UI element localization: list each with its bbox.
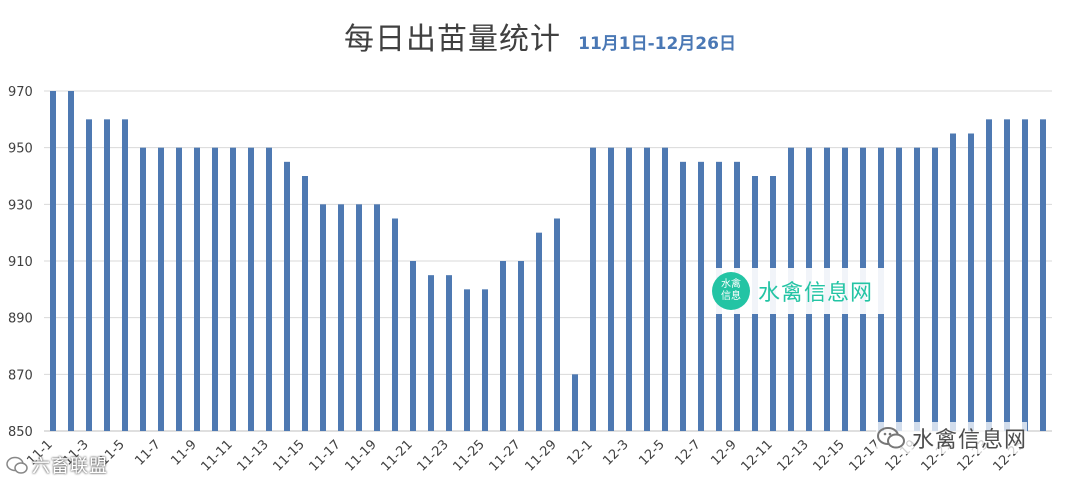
y-tick-label: 870 [8, 368, 33, 383]
bar [194, 147, 200, 431]
x-tick-label: 12-9 [708, 437, 739, 468]
bar [68, 91, 74, 431]
bar [86, 119, 92, 431]
bar [572, 374, 578, 431]
watermark-logo: 水禽信息 [712, 272, 750, 310]
bar [302, 176, 308, 431]
x-tick-label: 11-17 [307, 437, 344, 474]
bar [968, 133, 974, 431]
bar [230, 147, 236, 431]
bar [626, 147, 632, 431]
bar [554, 218, 560, 431]
x-tick-label: 11-13 [235, 437, 272, 474]
x-tick-label: 11-21 [379, 437, 416, 474]
center-watermark: 水禽信息 水禽信息网 [708, 268, 886, 314]
title-row: 每日出苗量统计 11月1日-12月26日 [0, 14, 1080, 58]
x-tick-label: 11-25 [451, 437, 488, 474]
bar [212, 147, 218, 431]
bar [500, 261, 506, 431]
watermark-text: 水禽信息网 [758, 281, 874, 306]
bar [986, 119, 992, 431]
bar [320, 204, 326, 431]
bar [248, 147, 254, 431]
chart-subtitle: 11月1日-12月26日 [578, 34, 736, 54]
bar [536, 232, 542, 431]
bar [266, 147, 272, 431]
bottom-right-watermark: 水禽信息网 [876, 422, 1028, 454]
x-tick-label: 12-5 [636, 437, 667, 468]
bar [896, 147, 902, 431]
x-tick-label: 11-19 [343, 437, 380, 474]
x-tick-label: 11-7 [132, 437, 163, 468]
x-tick-label: 11-15 [271, 437, 308, 474]
y-tick-label: 890 [8, 312, 33, 327]
bar [1040, 119, 1046, 431]
y-tick-label: 910 [8, 255, 33, 270]
bar [50, 91, 56, 431]
bar [140, 147, 146, 431]
bar [392, 218, 398, 431]
bar [374, 204, 380, 431]
bar [662, 147, 668, 431]
bar [446, 275, 452, 431]
y-tick-label: 970 [8, 85, 33, 100]
bar [590, 147, 596, 431]
bar [284, 161, 290, 432]
bar [338, 204, 344, 431]
bar [932, 147, 938, 431]
bar [644, 147, 650, 431]
bar [914, 147, 920, 431]
x-tick-label: 11-23 [415, 437, 452, 474]
bar [950, 133, 956, 431]
bar [1022, 119, 1028, 431]
x-tick-label: 12-3 [600, 437, 631, 468]
bottom-left-watermark-text: 六畜联盟 [32, 456, 108, 477]
bar [356, 204, 362, 431]
watermark-logo-text: 水禽信息 [721, 279, 741, 302]
x-tick-label: 11-9 [168, 437, 199, 468]
x-tick-label: 12-13 [775, 437, 812, 474]
wechat-icon-small [6, 456, 28, 474]
wechat-icon [877, 427, 905, 449]
bar [608, 147, 614, 431]
y-tick-label: 930 [8, 198, 33, 213]
bottom-left-watermark: 六畜联盟 [6, 452, 108, 478]
bar [680, 161, 686, 432]
bar [1004, 119, 1010, 431]
bar [464, 289, 470, 431]
bar [158, 147, 164, 431]
x-tick-label: 12-11 [739, 437, 776, 474]
x-tick-label: 11-29 [523, 437, 560, 474]
bar [176, 147, 182, 431]
x-tick-label: 11-11 [199, 437, 236, 474]
bar [428, 275, 434, 431]
bar [410, 261, 416, 431]
y-tick-label: 850 [8, 425, 33, 440]
bottom-right-watermark-text: 水禽信息网 [912, 428, 1028, 453]
x-tick-label: 12-1 [564, 437, 595, 468]
bar [698, 161, 704, 432]
y-tick-label: 950 [8, 142, 33, 157]
x-tick-label: 12-15 [811, 437, 848, 474]
bar [122, 119, 128, 431]
x-tick-label: 11-27 [487, 437, 524, 474]
x-tick-label: 12-7 [672, 437, 703, 468]
bar [104, 119, 110, 431]
chart-title: 每日出苗量统计 [344, 22, 562, 57]
bar [482, 289, 488, 431]
bar [518, 261, 524, 431]
